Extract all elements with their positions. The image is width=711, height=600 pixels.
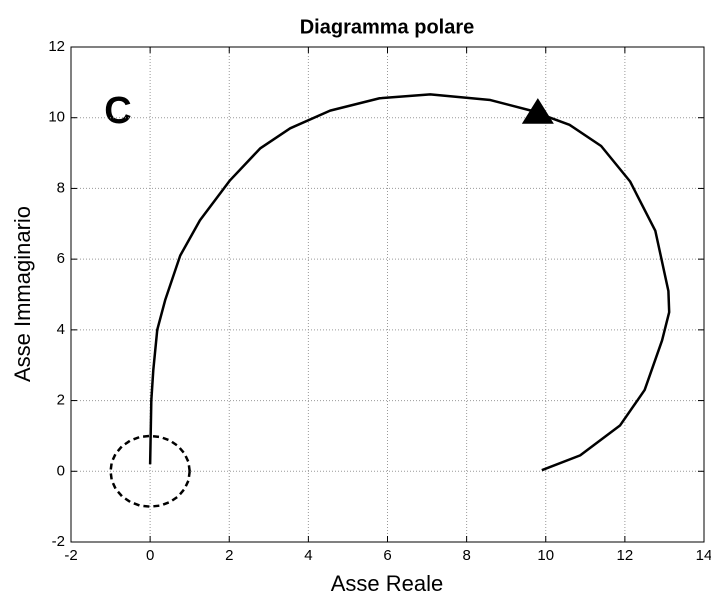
y-axis-label: Asse Immaginario: [10, 206, 35, 382]
y-tick-label: 8: [57, 179, 65, 196]
y-tick-label: 2: [57, 392, 65, 409]
y-tick-label: 0: [57, 462, 65, 479]
x-tick-label: -2: [64, 547, 77, 564]
marker: [521, 98, 554, 124]
x-tick-label: 8: [462, 547, 470, 564]
y-tick-label: 6: [57, 250, 65, 267]
x-tick-label: 10: [537, 547, 554, 564]
x-tick-label: 6: [383, 547, 391, 564]
x-tick-label: 0: [146, 547, 154, 564]
y-tick-label: 12: [48, 38, 65, 55]
y-tick-label: 4: [57, 321, 65, 338]
y-tick-label: -2: [52, 533, 65, 550]
plot-frame: [70, 46, 705, 543]
x-tick-label: 12: [617, 547, 634, 564]
x-tick-label: 14: [696, 547, 711, 564]
x-tick-label: 2: [225, 547, 233, 564]
curve: [148, 93, 671, 472]
x-axis-label: Asse Reale: [331, 571, 444, 596]
x-tick-label: 4: [304, 547, 312, 564]
annotation: C: [104, 90, 131, 132]
y-tick-label: 10: [48, 109, 65, 126]
chart-title: Diagramma polare: [300, 16, 475, 38]
